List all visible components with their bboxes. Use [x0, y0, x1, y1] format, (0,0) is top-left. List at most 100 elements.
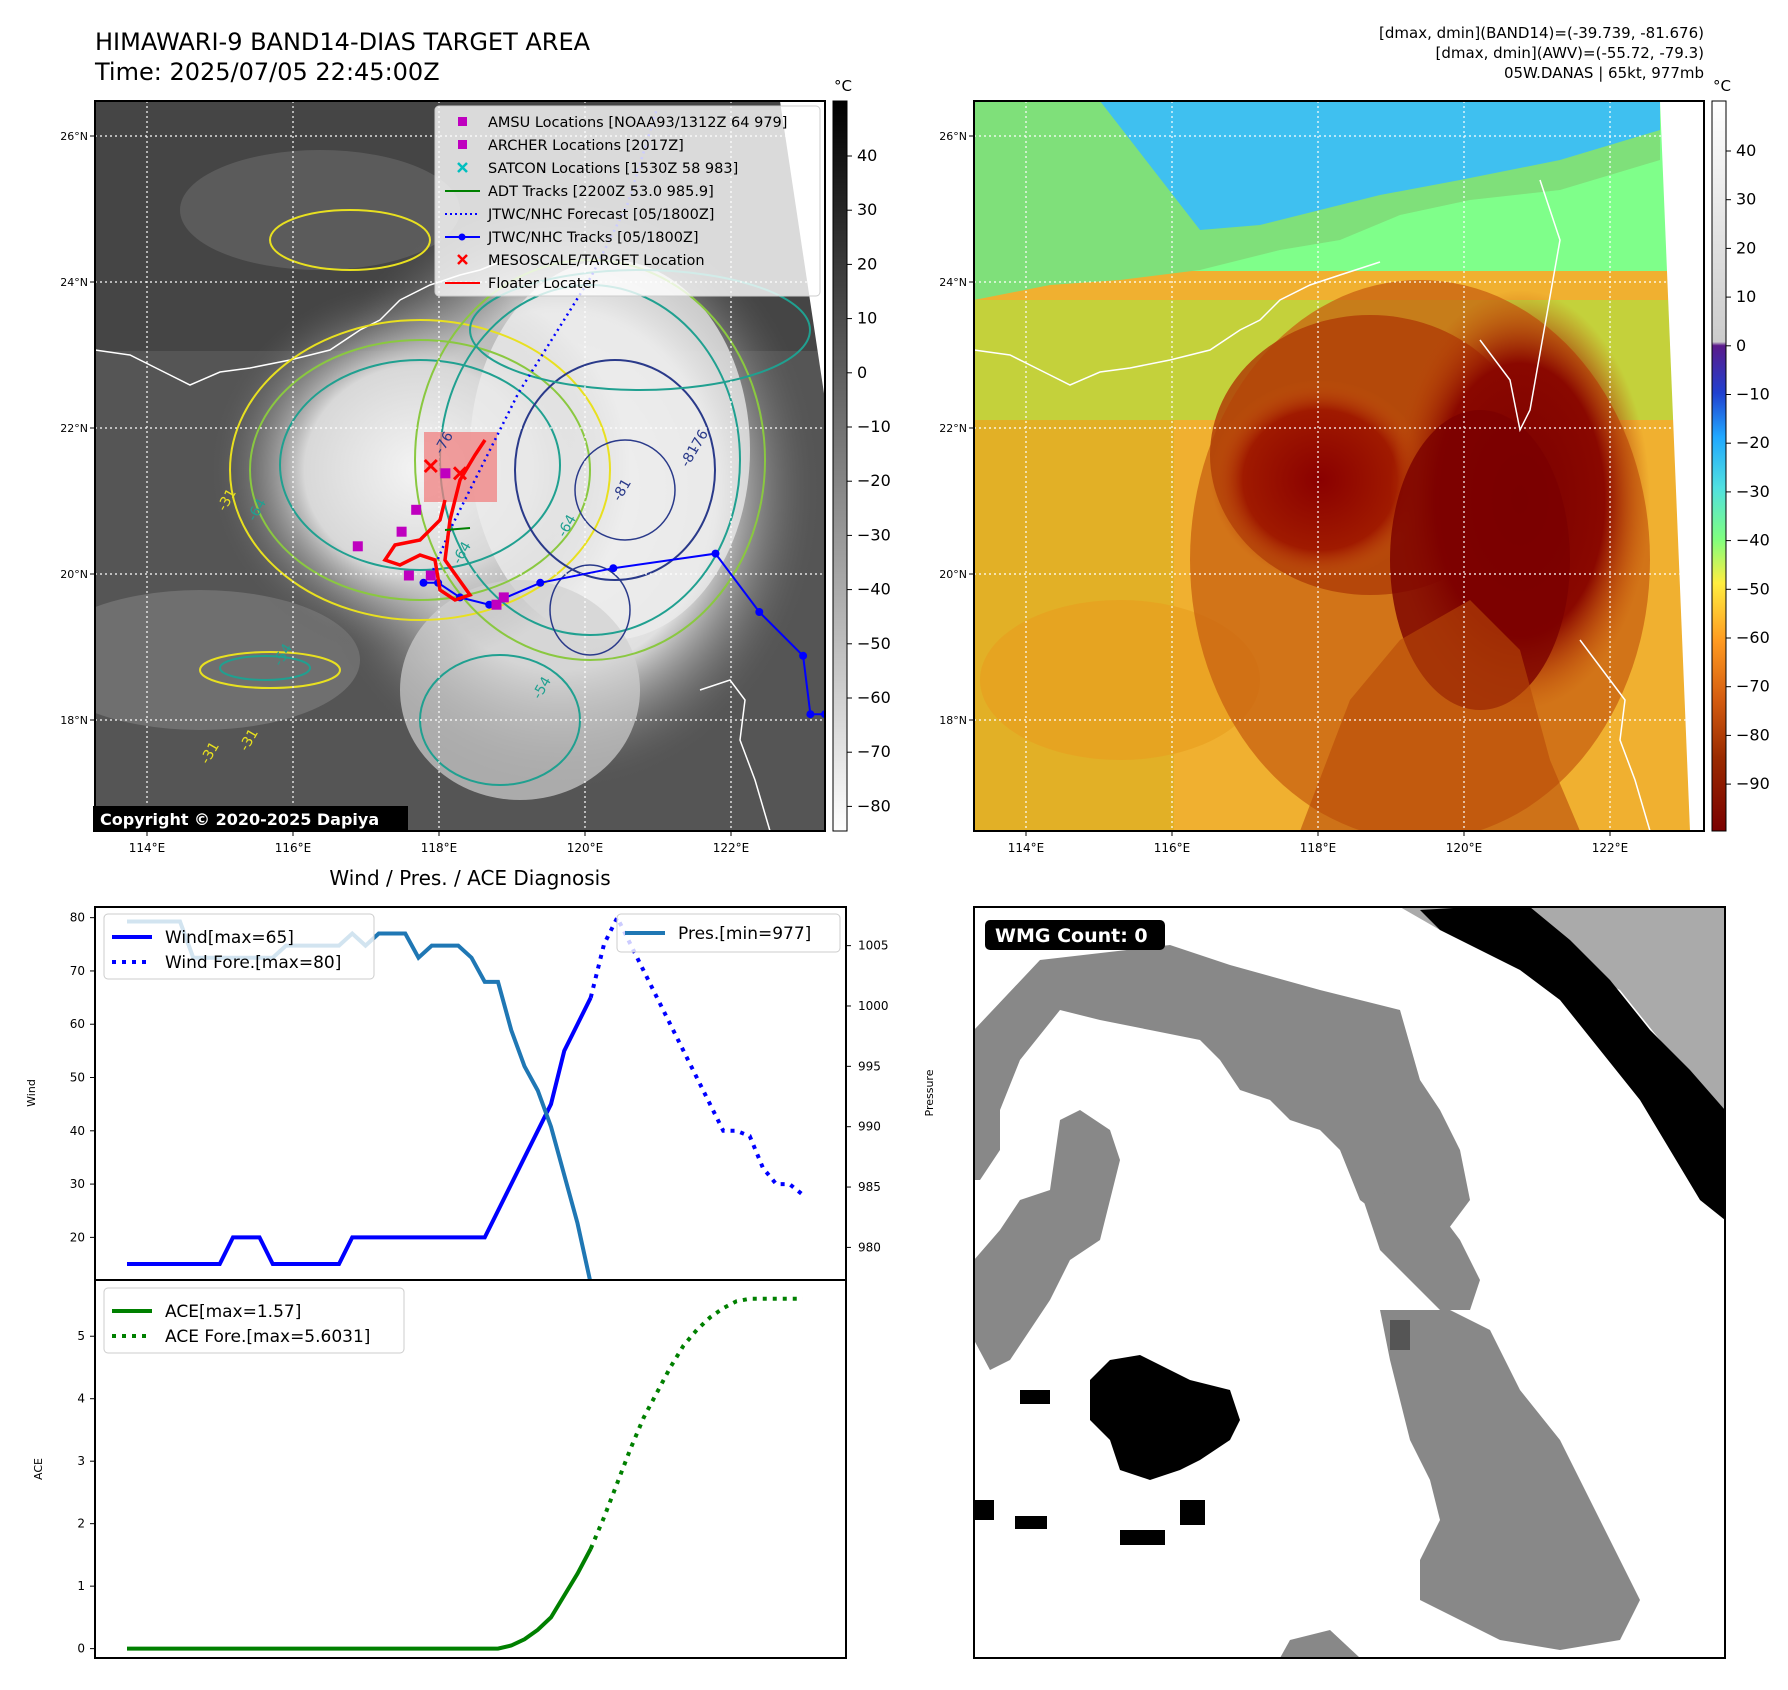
pressure-tick-label: 995 [858, 1059, 881, 1073]
legend-label: JTWC/NHC Tracks [05/1800Z] [487, 230, 699, 246]
wind-tick-label: 70 [70, 964, 85, 978]
ace-tick-label: 5 [77, 1329, 85, 1343]
wmg-panel: WMG Count: 0 [973, 906, 1726, 1659]
legend-label: ARCHER Locations [2017Z] [488, 138, 684, 154]
legend-label: AMSU Locations [NOAA93/1312Z 64 979] [488, 115, 787, 131]
wind-tick-label: 80 [70, 911, 85, 925]
wind-tick-label: 50 [70, 1071, 85, 1085]
awv-colorbar: °C 40 30 20 10 0 −10 −20 −30 −40 −50 −60 −70 −80 −90 [1711, 77, 1770, 832]
ace-tick-label: 4 [77, 1392, 85, 1406]
colorbar-tick-label: 30 [857, 200, 877, 219]
amsu-point [411, 504, 422, 515]
awv-colorbar-unit: °C [1713, 77, 1731, 95]
colorbar-tick-label: −10 [1736, 385, 1770, 404]
amsu-point [491, 599, 502, 610]
lon-tick-label: 118°E [421, 841, 458, 855]
pressure-tick-label: 1000 [858, 999, 889, 1013]
legend-entry: JTWC/NHC Forecast [05/1800Z] [445, 207, 714, 223]
lat-tick-label: 18°N [939, 714, 967, 727]
amsu-point [352, 541, 363, 552]
ace-chart: 0 1 2 3 4 5 ACE ACE[max=1.57] ACE Fore.[max=5.… [32, 1279, 847, 1659]
colorbar-tick-label: 30 [1736, 190, 1756, 209]
lat-tick-label: 20°N [939, 568, 967, 581]
lat-tick-label: 24°N [939, 276, 967, 289]
pressure-tick-label: 1005 [858, 939, 889, 953]
colorbar-tick-label: −70 [857, 742, 891, 761]
jtwc-track-point [536, 578, 545, 587]
legend-entry: Floater Locater [445, 276, 597, 292]
jtwc-track-point [419, 578, 428, 587]
copyright-label: Copyright © 2020-2025 Dapiya [100, 810, 379, 829]
lon-tick-label: 120°E [1446, 841, 1483, 855]
legend-entry: SATCON Locations [1530Z 58 983] [457, 161, 738, 177]
color-gridlines [974, 101, 1704, 831]
info-awv: [dmax, dmin](AWV)=(-55.72, -79.3) [1436, 44, 1704, 62]
diagnosis-title: Wind / Pres. / ACE Diagnosis [329, 866, 610, 890]
amsu-point [498, 592, 509, 603]
target-point [423, 458, 438, 474]
jtwc-track-point [485, 600, 494, 609]
wind-tick-label: 60 [70, 1017, 85, 1031]
legend-marker [457, 162, 468, 173]
colorbar-tick-label: −70 [1736, 677, 1770, 696]
colorbar-tick-label: −90 [1736, 774, 1770, 793]
series-line-0 [127, 996, 593, 1267]
wind-tick-label: 40 [70, 1124, 85, 1138]
lat-tick-label: 24°N [60, 276, 88, 289]
ir-colorbar-unit: °C [834, 77, 852, 95]
time-label: Time: 2025/07/05 22:45:00Z [94, 58, 440, 86]
colorbar-tick-label: −60 [857, 688, 891, 707]
legend-entry: ADT Tracks [2200Z 53.0 985.9] [445, 184, 714, 200]
wmg-count-label: WMG Count: 0 [995, 925, 1148, 947]
lat-tick-label: 26°N [60, 130, 88, 143]
legend-label: Wind[max=65] [165, 928, 294, 948]
jtwc-track-point [755, 608, 764, 616]
legend-marker [458, 117, 467, 126]
lon-tick-label: 114°E [129, 841, 166, 855]
legend-marker [457, 254, 468, 265]
pressure-tick-label: 990 [858, 1120, 881, 1134]
floater-path [382, 439, 487, 602]
info-storm: 05W.DANAS | 65kt, 977mb [1504, 64, 1704, 82]
legend-label: Wind Fore.[max=80] [165, 953, 341, 973]
legend-entry: ARCHER Locations [2017Z] [458, 138, 684, 154]
amsu-point [403, 570, 414, 581]
wmg-frame [973, 906, 1726, 1659]
colorbar-tick-label: 40 [1736, 141, 1756, 160]
lon-tick-label: 116°E [275, 841, 312, 855]
legend-label: MESOSCALE/TARGET Location [488, 253, 705, 269]
legend-marker-dot [458, 233, 466, 241]
adt-track [444, 527, 471, 531]
colorbar-tick-label: 10 [857, 309, 877, 328]
jtwc-track-point [609, 564, 618, 573]
legend-entry: MESOSCALE/TARGET Location [457, 253, 705, 269]
ir-map-frame [94, 100, 826, 832]
legend-entry: JTWC/NHC Tracks [05/1800Z] [445, 230, 699, 246]
ir-colorbar: °C 40 30 20 10 0 −10 −20 −30 −40 −50 −60 −70 −80 [832, 77, 891, 832]
ace-tick-label: 2 [77, 1517, 85, 1531]
legend-label: SATCON Locations [1530Z 58 983] [488, 161, 738, 177]
colorbar-tick-label: −30 [857, 525, 891, 544]
legend-label: Floater Locater [488, 276, 597, 292]
colorbar-tick-label: 0 [1736, 336, 1746, 355]
pressure-axis-label: Pressure [923, 1069, 936, 1116]
wind-axis-label: Wind [25, 1079, 38, 1107]
jtwc-track-point [711, 549, 720, 558]
colorbar-tick-label: −60 [1736, 628, 1770, 647]
amsu-point [440, 468, 451, 479]
colorbar-tick-label: −50 [1736, 579, 1770, 598]
wmg-imagery [974, 907, 1725, 1658]
color-imagery [974, 101, 1704, 831]
page-title: HIMAWARI-9 BAND14-DIAS TARGET AREA [95, 28, 591, 56]
ace-series-line-0 [127, 1547, 593, 1651]
color-map-frame [973, 100, 1705, 832]
colorbar-tick-label: −50 [857, 634, 891, 653]
colorbar-tick-label: −10 [857, 417, 891, 436]
amsu-point [425, 570, 436, 581]
legend-label: ACE[max=1.57] [165, 1302, 301, 1322]
color-map-ticks: 114°E 116°E 118°E 120°E 122°E 26°N 24°N 22°N 20°… [939, 130, 1628, 855]
map-legend: AMSU Locations [NOAA93/1312Z 64 979] ARCH… [434, 105, 821, 297]
lat-tick-label: 22°N [60, 422, 88, 435]
lon-tick-label: 116°E [1154, 841, 1191, 855]
